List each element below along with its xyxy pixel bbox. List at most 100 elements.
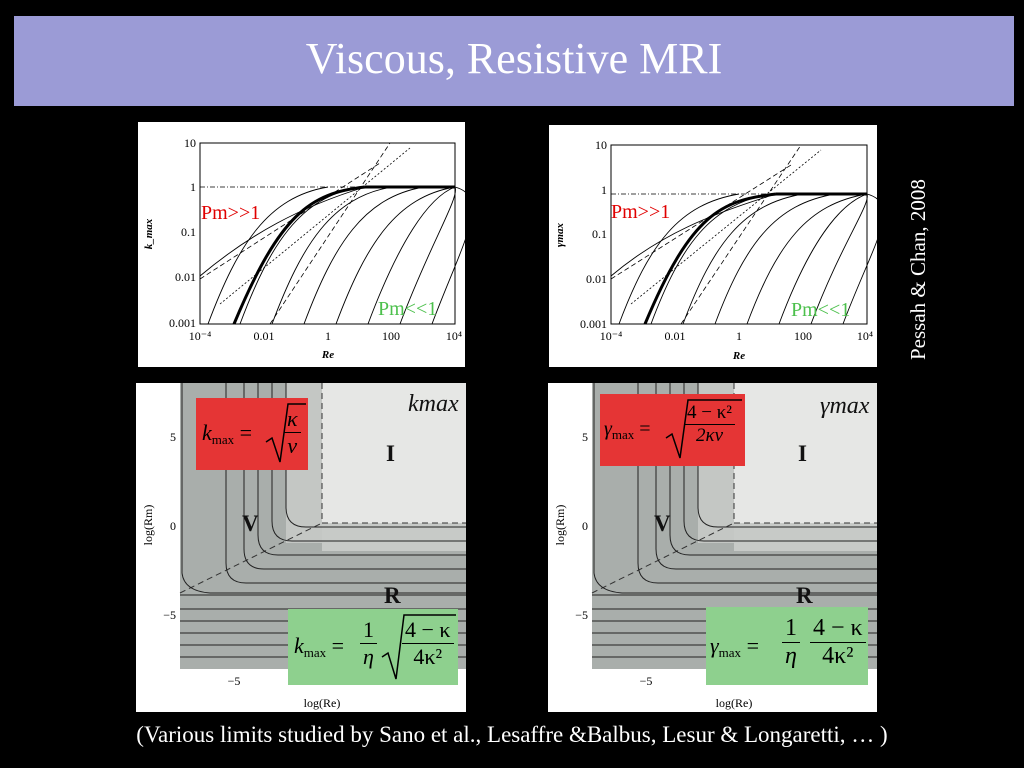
formula-num: 4 − κ [810, 615, 866, 643]
sqrt-sign [665, 399, 742, 459]
corner-label: γmax [820, 393, 870, 419]
formula-lhs: k [202, 420, 212, 445]
asymptote-line [269, 142, 391, 325]
x-tick: 100 [794, 329, 812, 343]
formula-fraction: 4 − κ² 2κν [684, 402, 735, 447]
formula-num: 1 [782, 615, 800, 643]
region-viscous-label: V [654, 511, 671, 536]
formula-num: 1 [360, 617, 377, 644]
asymptote-line [610, 164, 792, 280]
y-axis-label: log(Rm) [141, 505, 155, 546]
formula-fraction: 4 − κ 4κ² [402, 617, 454, 670]
pm-unity-curve [232, 185, 366, 325]
contour-line [225, 383, 466, 584]
y-tick: 1 [601, 183, 607, 197]
pm-curve [367, 186, 456, 325]
y-tick: 1 [190, 180, 196, 194]
corner-label: kmax [408, 391, 459, 417]
formula-den: ν [287, 433, 298, 458]
contour-kmax: 5 0 −5 −5 0 5 log(Re) log(Rm) kmax I V R… [136, 383, 466, 712]
y-tick: 0.1 [592, 227, 607, 241]
y-tick: 10 [595, 138, 607, 152]
formula-den: 4κ² [413, 644, 443, 669]
formula-eq: = [639, 418, 651, 440]
pm-high-label: Pm>>1 [201, 202, 261, 224]
title-bar: Viscous, Resistive MRI [14, 16, 1014, 106]
formula-eq: = [331, 633, 345, 658]
x-tick: 10⁴ [446, 329, 462, 343]
pm-curve [431, 186, 465, 325]
formula-gamma-resistive: γmax = 1 η 4 − κ 4κ² [706, 607, 868, 685]
formula-eq: = [239, 420, 253, 445]
pm-curve [714, 193, 836, 325]
formula-fraction: 4 − κ 4κ² [810, 615, 866, 670]
formula-prefactor: 1 η [360, 617, 377, 670]
asymptote-line [219, 147, 411, 305]
pm-low-label: Pm<<1 [791, 299, 851, 321]
region-resistive-label: R [796, 583, 813, 608]
pm-unity-curve [643, 192, 777, 325]
contour-line [669, 383, 877, 556]
plot-gammamax-vs-re-svg: 10 1 0.1 0.01 0.001 10⁻⁴ 0.01 1 100 10⁴ … [554, 138, 877, 362]
region-boundary [179, 522, 323, 594]
contour-line [271, 383, 466, 542]
contour-line [181, 383, 466, 594]
pm-curve [842, 193, 877, 325]
pm-curve [207, 186, 329, 325]
contour-line [593, 383, 877, 594]
pm-low-label: Pm<<1 [378, 298, 438, 320]
formula-den: 4κ² [822, 643, 854, 669]
sqrt-sign [381, 614, 456, 680]
x-tick: 100 [382, 329, 400, 343]
formula-lhs: γ [710, 633, 719, 658]
y-tick: 5 [170, 430, 176, 444]
asymptote-line [630, 149, 822, 305]
region-viscous-label: V [242, 511, 259, 536]
region-ideal-label: I [798, 441, 807, 466]
pm-curve [271, 186, 393, 325]
y-tick: 0 [170, 519, 176, 533]
x-axis-label: log(Re) [304, 696, 341, 710]
x-tick: 10⁻⁴ [600, 329, 623, 343]
formula-sub: max [211, 432, 235, 447]
y-axis-label: log(Rm) [553, 505, 567, 546]
y-tick: 0.1 [181, 225, 196, 239]
x-tick: 10⁻⁴ [189, 329, 212, 343]
pm-curve [199, 186, 366, 277]
plot-gammamax-vs-re: 10 1 0.1 0.01 0.001 10⁻⁴ 0.01 1 100 10⁴ … [549, 125, 877, 367]
contour-line [683, 383, 877, 542]
formula-sub: max [611, 427, 635, 442]
contour-line [257, 383, 466, 556]
contour-line [655, 383, 877, 570]
pm-high-label: Pm>>1 [611, 201, 671, 223]
x-axis-label: log(Re) [716, 696, 753, 710]
region-ideal-label: I [386, 441, 395, 466]
formula-lhs: γ [604, 418, 612, 440]
y-tick: 0.01 [586, 272, 607, 286]
x-tick: 0.01 [665, 329, 686, 343]
formula-num: 4 − κ² [684, 402, 735, 425]
formula-prefactor: 1 η [782, 615, 800, 670]
pm-curve [746, 193, 868, 325]
pm-curve [610, 193, 777, 277]
formula-k-viscous: kmax = κ ν [196, 398, 308, 470]
formula-num: 4 − κ [402, 617, 454, 644]
x-axis-label: Re [321, 349, 334, 361]
plot-kmax-vs-re-svg: 10 1 0.1 0.01 0.001 10⁻⁴ 0.01 1 100 10⁴ … [143, 136, 465, 361]
y-tick: 5 [582, 430, 588, 444]
slide-title: Viscous, Resistive MRI [305, 34, 723, 83]
pm-curve [810, 193, 868, 325]
formula-sub: max [303, 645, 327, 660]
region-resistive-label: R [384, 583, 401, 608]
y-tick: 0.01 [175, 270, 196, 284]
formula-num: κ [284, 406, 301, 433]
contour-line [697, 383, 877, 528]
formula-fraction: κ ν [284, 406, 301, 459]
x-tick: 10⁴ [857, 329, 873, 343]
region-boundary [591, 522, 735, 594]
formula-den: η [363, 644, 374, 669]
contour-line [637, 383, 877, 584]
y-tick: 10 [184, 136, 196, 150]
formula-gamma-viscous: γmax = 4 − κ² 2κν [600, 394, 745, 466]
y-tick: −5 [163, 608, 176, 622]
